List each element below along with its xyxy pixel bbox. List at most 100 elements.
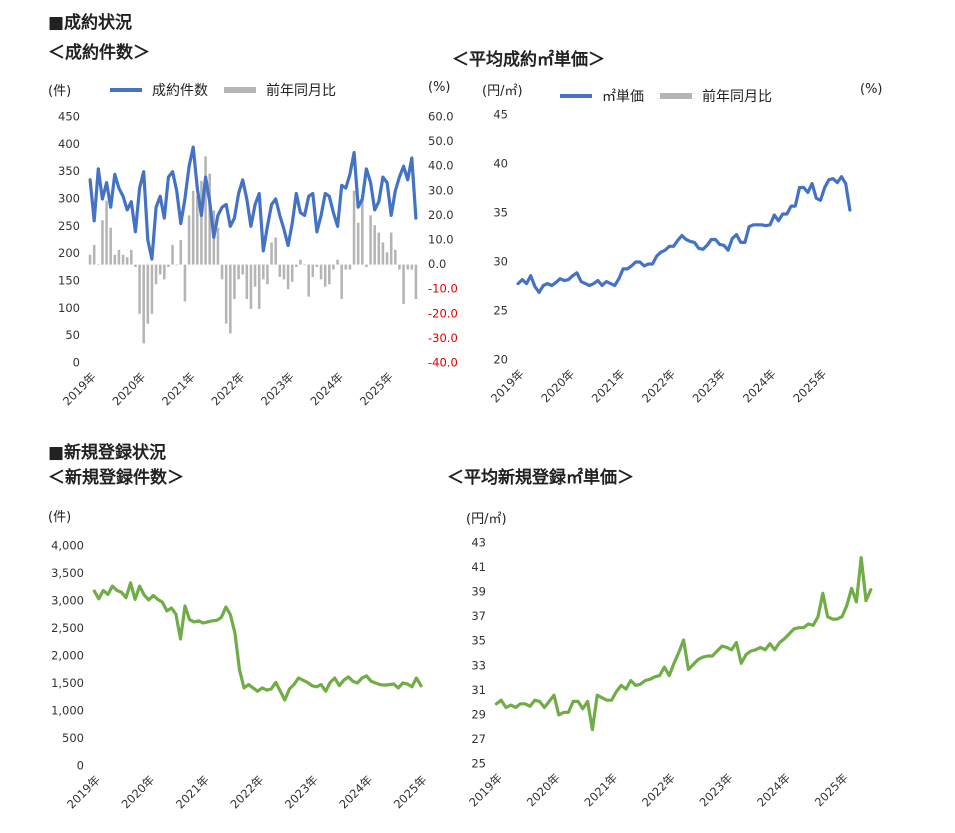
yoy-bar: [249, 264, 253, 309]
y-tick-label: 300: [58, 192, 80, 206]
x-tick-label: 2019年: [64, 773, 103, 812]
y-tick-label: 39: [471, 585, 486, 599]
yoy-bar: [361, 195, 364, 265]
chart3-unit: (件): [48, 510, 72, 525]
legend-bar-label: 前年同月比: [702, 89, 772, 105]
yoy-bar: [175, 264, 178, 266]
chart-title-contract-count: ＜成約件数＞: [48, 43, 150, 63]
legend-bar-swatch: [224, 87, 256, 93]
yoy-bar: [270, 242, 273, 265]
x-tick-label: 2024年: [307, 370, 346, 409]
yoy-bar: [171, 244, 174, 265]
chart1-right-unit: (%): [428, 80, 451, 95]
y-tick-label: 250: [58, 219, 80, 233]
yoy-bar: [117, 249, 121, 265]
legend-line-swatch: [110, 88, 142, 92]
section-title-contract: ■成約状況: [48, 13, 133, 33]
x-tick-label: 2023年: [690, 367, 729, 406]
yoy-bar: [398, 264, 401, 270]
y-tick-label: 27: [471, 732, 486, 746]
y-tick-label: 200: [58, 246, 80, 260]
yoy-bar: [257, 264, 261, 309]
yoy-bar: [356, 222, 360, 265]
yoy-bar: [406, 264, 409, 270]
x-tick-label: 2023年: [697, 771, 736, 810]
yoy-bar: [253, 264, 257, 287]
yoy-bar: [328, 264, 331, 285]
y-tick-label: 2,000: [51, 649, 84, 663]
yoy-bar: [315, 264, 319, 268]
x-tick-label: 2024年: [754, 771, 793, 810]
yoy-bar: [109, 227, 112, 265]
yoy-bar: [187, 215, 191, 265]
legend-bar-label: 前年同月比: [266, 83, 336, 99]
yoy-bar: [377, 232, 381, 265]
yoy-bar: [369, 215, 372, 265]
y-tick-label: 3,000: [51, 594, 84, 608]
y-tick-label: 350: [58, 164, 80, 178]
y-tick-label: 20: [493, 353, 508, 367]
y-tick-label: 150: [58, 274, 80, 288]
yoy-bar: [121, 254, 125, 265]
yoy-bar: [323, 264, 327, 287]
x-tick-label: 2019年: [466, 771, 505, 810]
yoy-bar: [241, 264, 244, 275]
x-tick-label: 2021年: [173, 773, 212, 812]
yoy-bar: [97, 264, 100, 266]
y2-tick-label: 60.0: [428, 110, 454, 124]
y-tick-label: 33: [471, 658, 486, 672]
y-tick-label: 450: [58, 110, 80, 124]
x-tick-label: 2023年: [282, 773, 321, 812]
legend-line-swatch: [560, 94, 592, 98]
y2-tick-label: -40.0: [428, 356, 458, 370]
chart2-right-unit: (%): [860, 82, 883, 97]
yoy-bar: [130, 249, 133, 265]
yoy-bar: [179, 240, 183, 265]
x-tick-label: 2021年: [159, 370, 198, 409]
yoy-bar: [299, 259, 302, 265]
yoy-bar: [394, 249, 397, 265]
yoy-bar: [142, 264, 145, 344]
yoy-bar: [385, 252, 389, 265]
yoy-bar: [352, 190, 356, 265]
series-line: [88, 145, 418, 261]
yoy-bar: [266, 264, 269, 285]
x-tick-label: 2025年: [790, 367, 829, 406]
y2-tick-label: 30.0: [428, 183, 454, 197]
yoy-bar: [167, 264, 170, 268]
yoy-bar: [245, 264, 249, 300]
x-tick-label: 2020年: [109, 370, 148, 409]
y2-tick-label: 50.0: [428, 134, 454, 148]
x-tick-label: 2025年: [391, 773, 430, 812]
x-tick-label: 2024年: [740, 367, 779, 406]
y-tick-label: 500: [62, 731, 84, 745]
yoy-bar: [101, 220, 104, 265]
y-tick-label: 30: [493, 255, 508, 269]
y-tick-label: 1,500: [51, 676, 84, 690]
yoy-bar: [365, 264, 368, 268]
yoy-bar: [348, 264, 352, 270]
y-tick-label: 35: [471, 634, 486, 648]
yoy-bar: [340, 264, 343, 300]
yoy-bar: [191, 190, 195, 265]
chart-title-contract-price: ＜平均成約㎡単価＞: [452, 50, 605, 70]
yoy-bar: [332, 264, 335, 270]
yoy-bar: [88, 254, 92, 265]
yoy-bar: [295, 264, 298, 268]
yoy-bar: [138, 264, 141, 314]
x-tick-label: 2019年: [488, 367, 527, 406]
yoy-bar: [389, 232, 393, 265]
chart1-legend: 成約件数 前年同月比: [110, 80, 336, 100]
yoy-bar: [282, 264, 286, 280]
yoy-bar: [233, 264, 236, 300]
chart-title-registration-price: ＜平均新規登録㎡単価＞: [447, 468, 634, 488]
x-tick-label: 2025年: [812, 771, 851, 810]
yoy-bar: [125, 257, 129, 265]
yoy-bar: [134, 264, 137, 268]
y-tick-label: 35: [493, 206, 508, 220]
y-tick-label: 29: [471, 707, 486, 721]
yoy-bar: [311, 264, 315, 277]
y-tick-label: 25: [471, 757, 486, 771]
legend-line-label: 成約件数: [152, 83, 208, 99]
yoy-bar: [237, 264, 240, 280]
